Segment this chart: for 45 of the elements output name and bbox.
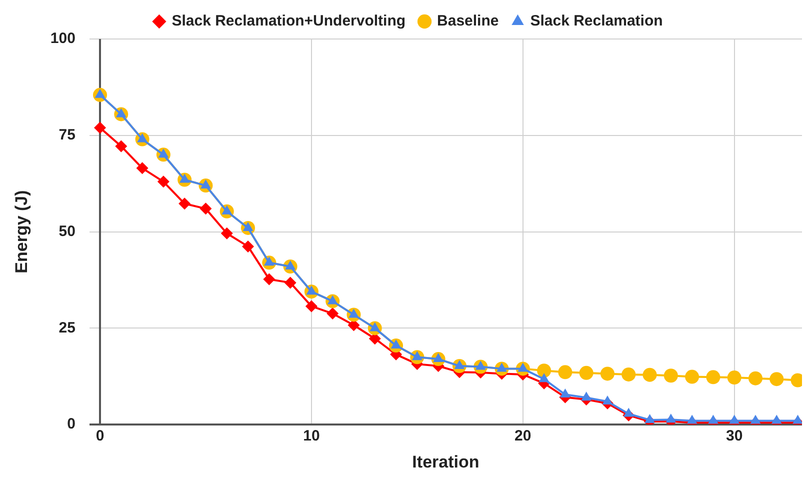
point [581,392,592,401]
point [560,388,570,398]
point [538,373,550,382]
point [200,202,212,215]
legend-label: Baseline [437,12,499,30]
point [770,372,784,386]
point [242,240,254,252]
point [115,140,128,152]
x-tick-label: 10 [303,428,320,445]
point [642,368,657,382]
point [558,365,572,380]
point [623,408,634,417]
point [390,340,402,349]
x-axis-title: Iteration [412,452,480,472]
point [579,366,594,380]
point [178,198,191,210]
point [748,371,762,386]
y-tick-label: 75 [58,126,76,144]
point [602,395,613,404]
point [326,308,339,320]
y-tick-label: 100 [50,30,76,48]
x-tick-label: 20 [514,428,532,445]
legend-label: Slack Reclamation [530,12,663,30]
point [136,162,148,174]
point [305,300,318,312]
point [94,122,106,134]
x-tick-label: 30 [726,428,743,445]
point [242,222,254,231]
point [622,367,636,382]
point [706,370,720,384]
x-tick-label: 0 [96,428,104,445]
legend-label: Slack Reclamation+Undervolting [172,12,406,30]
point [263,273,276,286]
point [600,366,614,381]
y-axis-title: Energy (J) [12,190,31,274]
y-tick-label: 25 [58,319,76,336]
y-tick-label: 0 [67,416,76,433]
y-tick-label: 50 [58,222,76,240]
point [157,176,170,188]
point [664,368,678,383]
point [685,370,700,384]
point [220,227,233,240]
point [727,370,742,385]
point [537,364,552,378]
point [284,276,296,289]
